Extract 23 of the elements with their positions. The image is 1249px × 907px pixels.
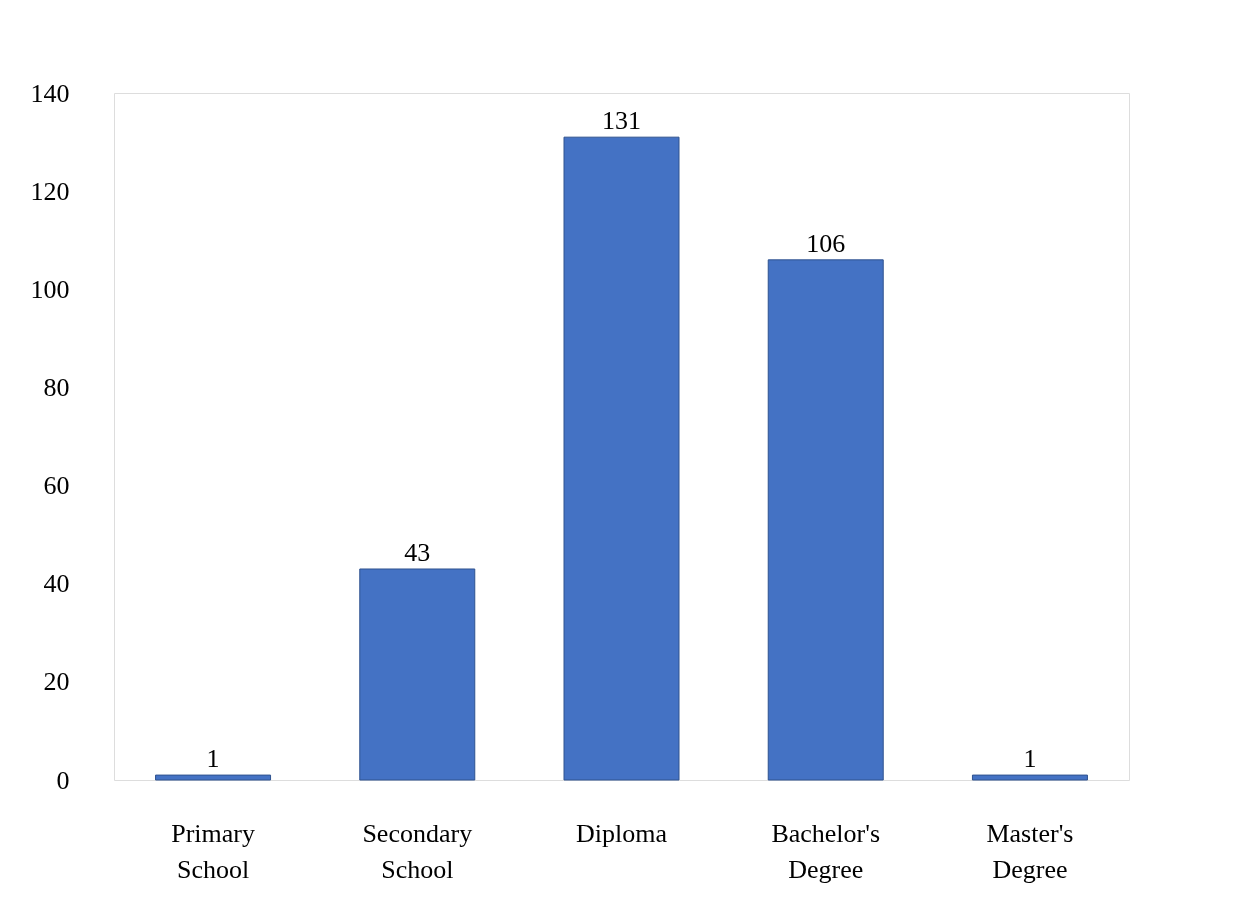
bar (155, 774, 272, 781)
y-tick-label: 40 (43, 569, 70, 599)
bar (563, 136, 680, 781)
y-tick-label: 80 (43, 372, 70, 402)
x-tick-label: Master's Degree (986, 818, 1074, 884)
x-tick-label: Secondary School (362, 818, 473, 884)
data-label: 131 (602, 106, 641, 136)
data-label: 1 (1023, 744, 1037, 774)
x-tick-label: Diploma (576, 818, 668, 848)
bar (359, 568, 476, 781)
x-tick-label: Bachelor's Degree (771, 818, 881, 884)
bar (767, 259, 884, 781)
y-tick-label: 20 (43, 667, 70, 697)
y-tick-label: 120 (30, 176, 70, 206)
data-label: 106 (806, 228, 846, 258)
y-tick-label: 100 (30, 274, 70, 304)
y-tick-label: 0 (56, 765, 70, 795)
y-tick-label: 140 (30, 78, 70, 108)
data-label: 43 (404, 537, 431, 567)
bar (971, 774, 1088, 781)
y-tick-label: 60 (43, 471, 70, 501)
data-label: 1 (206, 744, 220, 774)
x-tick-label: Primary School (171, 818, 255, 884)
